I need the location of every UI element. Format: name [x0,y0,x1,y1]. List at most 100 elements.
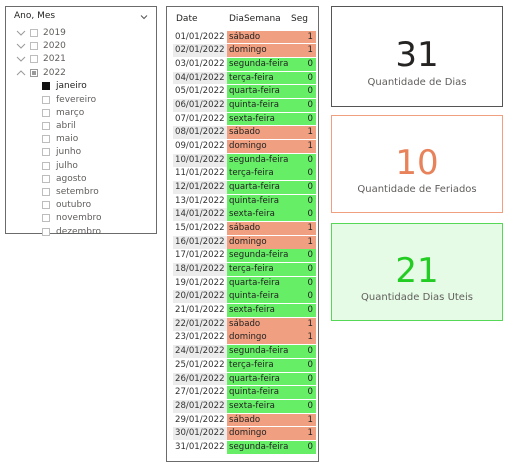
year-label: 2019 [43,28,66,38]
month-checkbox[interactable] [42,214,50,223]
table-row[interactable]: 07/01/2022 sexta-feira 0 [173,112,316,126]
card-value: 21 [395,251,439,291]
header-date[interactable]: Date [176,14,198,24]
table-row[interactable]: 16/01/2022 domingo 1 [173,235,316,249]
month-label: dezembro [56,226,101,237]
header-seg[interactable]: Seg [291,14,308,24]
diasemana-cell: sábado [227,413,289,427]
card-value: 10 [395,143,439,183]
year-checkbox[interactable] [30,68,38,77]
dias-table: Date DiaSemana Seg 01/01/2022 sábado 1 02/0… [166,6,319,462]
table-row[interactable]: 26/01/2022 quarta-feira 0 [173,372,316,386]
month-checkbox[interactable] [42,95,50,104]
chevron-down-icon[interactable] [16,55,26,63]
header-diasemana[interactable]: DiaSemana [229,14,281,24]
seg-cell: 0 [289,98,316,112]
table-row[interactable]: 19/01/2022 quarta-feira 0 [173,276,316,290]
seg-cell: 0 [289,345,316,359]
table-row[interactable]: 24/01/2022 segunda-feira 0 [173,345,316,359]
diasemana-cell: sexta-feira [227,399,289,413]
seg-cell: 0 [289,112,316,126]
table-row[interactable]: 12/01/2022 quarta-feira 0 [173,180,316,194]
table-row[interactable]: 03/01/2022 segunda-feira 0 [173,57,316,71]
chevron-down-icon[interactable] [140,13,148,21]
diasemana-cell: quinta-feira [227,194,289,208]
date-cell: 24/01/2022 [173,345,227,359]
chevron-down-icon[interactable] [16,29,26,37]
table-row[interactable]: 31/01/2022 segunda-feira 0 [173,440,316,454]
date-cell: 27/01/2022 [175,387,225,398]
table-row[interactable]: 14/01/2022 sexta-feira 0 [173,208,316,222]
year-checkbox[interactable] [30,29,38,37]
seg-cell: 1 [289,317,316,331]
table-row[interactable]: 30/01/2022 domingo 1 [173,427,316,441]
table-row[interactable]: 28/01/2022 sexta-feira 0 [173,399,316,413]
table-row[interactable]: 02/01/2022 domingo 1 [173,44,316,58]
date-cell: 31/01/2022 [175,441,225,452]
seg-cell: 1 [289,413,316,427]
seg-cell: 0 [289,440,316,454]
month-label: março [56,107,85,118]
month-checkbox[interactable] [42,121,50,130]
seg-cell: 0 [289,276,316,290]
month-checkbox[interactable] [42,187,50,196]
month-label: janeiro [56,81,87,92]
table-row[interactable]: 04/01/2022 terça-feira 0 [173,71,316,85]
seg-cell: 0 [289,71,316,85]
table-row[interactable]: 13/01/2022 quinta-feira 0 [173,194,316,208]
table-row[interactable]: 27/01/2022 quinta-feira 0 [173,386,316,400]
table-row[interactable]: 29/01/2022 sábado 1 [173,413,316,427]
month-checkbox[interactable] [42,135,50,144]
table-row[interactable]: 08/01/2022 sábado 1 [173,126,316,140]
table-row[interactable]: 05/01/2022 quarta-feira 0 [173,85,316,99]
diasemana-cell: sábado [227,317,289,331]
month-checkbox[interactable] [42,148,50,157]
table-row[interactable]: 15/01/2022 sábado 1 [173,222,316,235]
date-cell: 17/01/2022 [175,250,225,261]
date-cell: 25/01/2022 [175,359,225,370]
year-label: 2021 [43,54,66,65]
diasemana-cell: domingo [227,139,289,153]
table-row[interactable]: 18/01/2022 terça-feira 0 [173,263,316,276]
table-row[interactable]: 20/01/2022 quinta-feira 0 [173,290,316,304]
slicer-header[interactable]: Ano, Mes [6,7,156,27]
year-checkbox[interactable] [30,42,38,51]
table-row[interactable]: 22/01/2022 sábado 1 [173,317,316,331]
chevron-up-icon[interactable] [16,69,26,77]
month-checkbox[interactable] [42,174,50,183]
month-label: julho [56,160,78,171]
table-row[interactable]: 23/01/2022 domingo 1 [173,331,316,345]
diasemana-cell: segunda-feira [227,345,289,359]
card-quantidade-dias-uteis: 21 Quantidade Dias Uteis [331,223,503,321]
diasemana-cell: quinta-feira [227,386,289,400]
diasemana-cell: segunda-feira [227,249,289,263]
table-row[interactable]: 09/01/2022 domingo 1 [173,139,316,153]
diasemana-cell: domingo [227,44,289,58]
table-row[interactable]: 25/01/2022 terça-feira 0 [173,358,316,372]
date-cell: 18/01/2022 [173,263,227,276]
diasemana-cell: terça-feira [227,263,289,276]
month-checkbox[interactable] [42,201,50,210]
table-row[interactable]: 10/01/2022 segunda-feira 0 [173,153,316,167]
diasemana-cell: sexta-feira [227,208,289,222]
month-checkbox[interactable] [42,161,50,170]
diasemana-cell: terça-feira [227,167,289,181]
table-row[interactable]: 06/01/2022 quinta-feira 0 [173,98,316,112]
date-cell: 02/01/2022 [173,44,227,58]
month-checkbox[interactable] [42,108,50,117]
date-cell: 28/01/2022 [173,399,227,413]
table-row[interactable]: 01/01/2022 sábado 1 [173,30,316,44]
seg-cell: 1 [289,30,316,44]
month-checkbox[interactable] [42,82,50,91]
date-cell: 14/01/2022 [173,208,227,222]
card-label: Quantidade de Dias [367,77,467,88]
table-row[interactable]: 21/01/2022 sexta-feira 0 [173,304,316,317]
year-checkbox[interactable] [30,55,38,64]
seg-cell: 1 [289,139,316,153]
month-checkbox[interactable] [42,227,50,236]
seg-cell: 0 [289,153,316,167]
table-row[interactable]: 17/01/2022 segunda-feira 0 [173,249,316,263]
chevron-down-icon[interactable] [16,42,26,50]
seg-cell: 0 [289,304,316,317]
table-row[interactable]: 11/01/2022 terça-feira 0 [173,167,316,181]
